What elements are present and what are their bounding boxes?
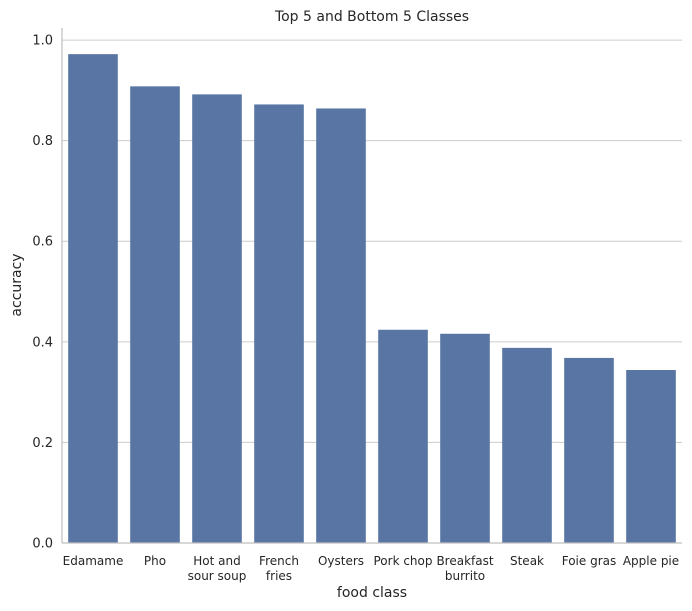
bar bbox=[130, 86, 180, 543]
y-tick-label: 0.2 bbox=[32, 436, 53, 451]
y-tick-label: 0.4 bbox=[32, 335, 53, 350]
bar bbox=[626, 369, 676, 543]
y-tick-label: 1.0 bbox=[32, 34, 53, 49]
bar bbox=[316, 108, 366, 543]
bar bbox=[192, 94, 242, 543]
x-tick-label: Pho bbox=[144, 554, 166, 568]
bar bbox=[254, 104, 304, 543]
chart-title: Top 5 and Bottom 5 Classes bbox=[274, 9, 469, 25]
x-tick-label: Hot and sour soup bbox=[188, 554, 247, 583]
x-tick-label: Foie gras bbox=[562, 554, 617, 568]
y-tick-label: 0.0 bbox=[32, 537, 53, 552]
bar bbox=[440, 333, 490, 543]
y-tick-label: 0.6 bbox=[32, 235, 53, 250]
x-tick-labels: Edamame Pho Hot and sour soup French fries Oys… bbox=[63, 554, 679, 583]
bar bbox=[378, 329, 428, 543]
x-tick-label: Edamame bbox=[63, 554, 124, 568]
y-tick-labels: 0.0 0.2 0.4 0.6 0.8 1.0 bbox=[32, 34, 53, 552]
bar bbox=[564, 357, 614, 543]
x-tick-label: Steak bbox=[510, 554, 544, 568]
y-axis-label: accuracy bbox=[9, 253, 25, 316]
x-tick-label: Oysters bbox=[318, 554, 364, 568]
x-tick-label: French fries bbox=[259, 554, 299, 583]
bar bbox=[68, 54, 118, 543]
x-tick-label: Breakfast burrito bbox=[436, 554, 493, 583]
x-tick-label: Pork chop bbox=[373, 554, 432, 568]
bar bbox=[502, 347, 552, 543]
y-tick-label: 0.8 bbox=[32, 134, 53, 149]
x-axis-label: food class bbox=[337, 585, 407, 601]
bars bbox=[68, 54, 676, 543]
x-tick-label: Apple pie bbox=[623, 554, 679, 568]
